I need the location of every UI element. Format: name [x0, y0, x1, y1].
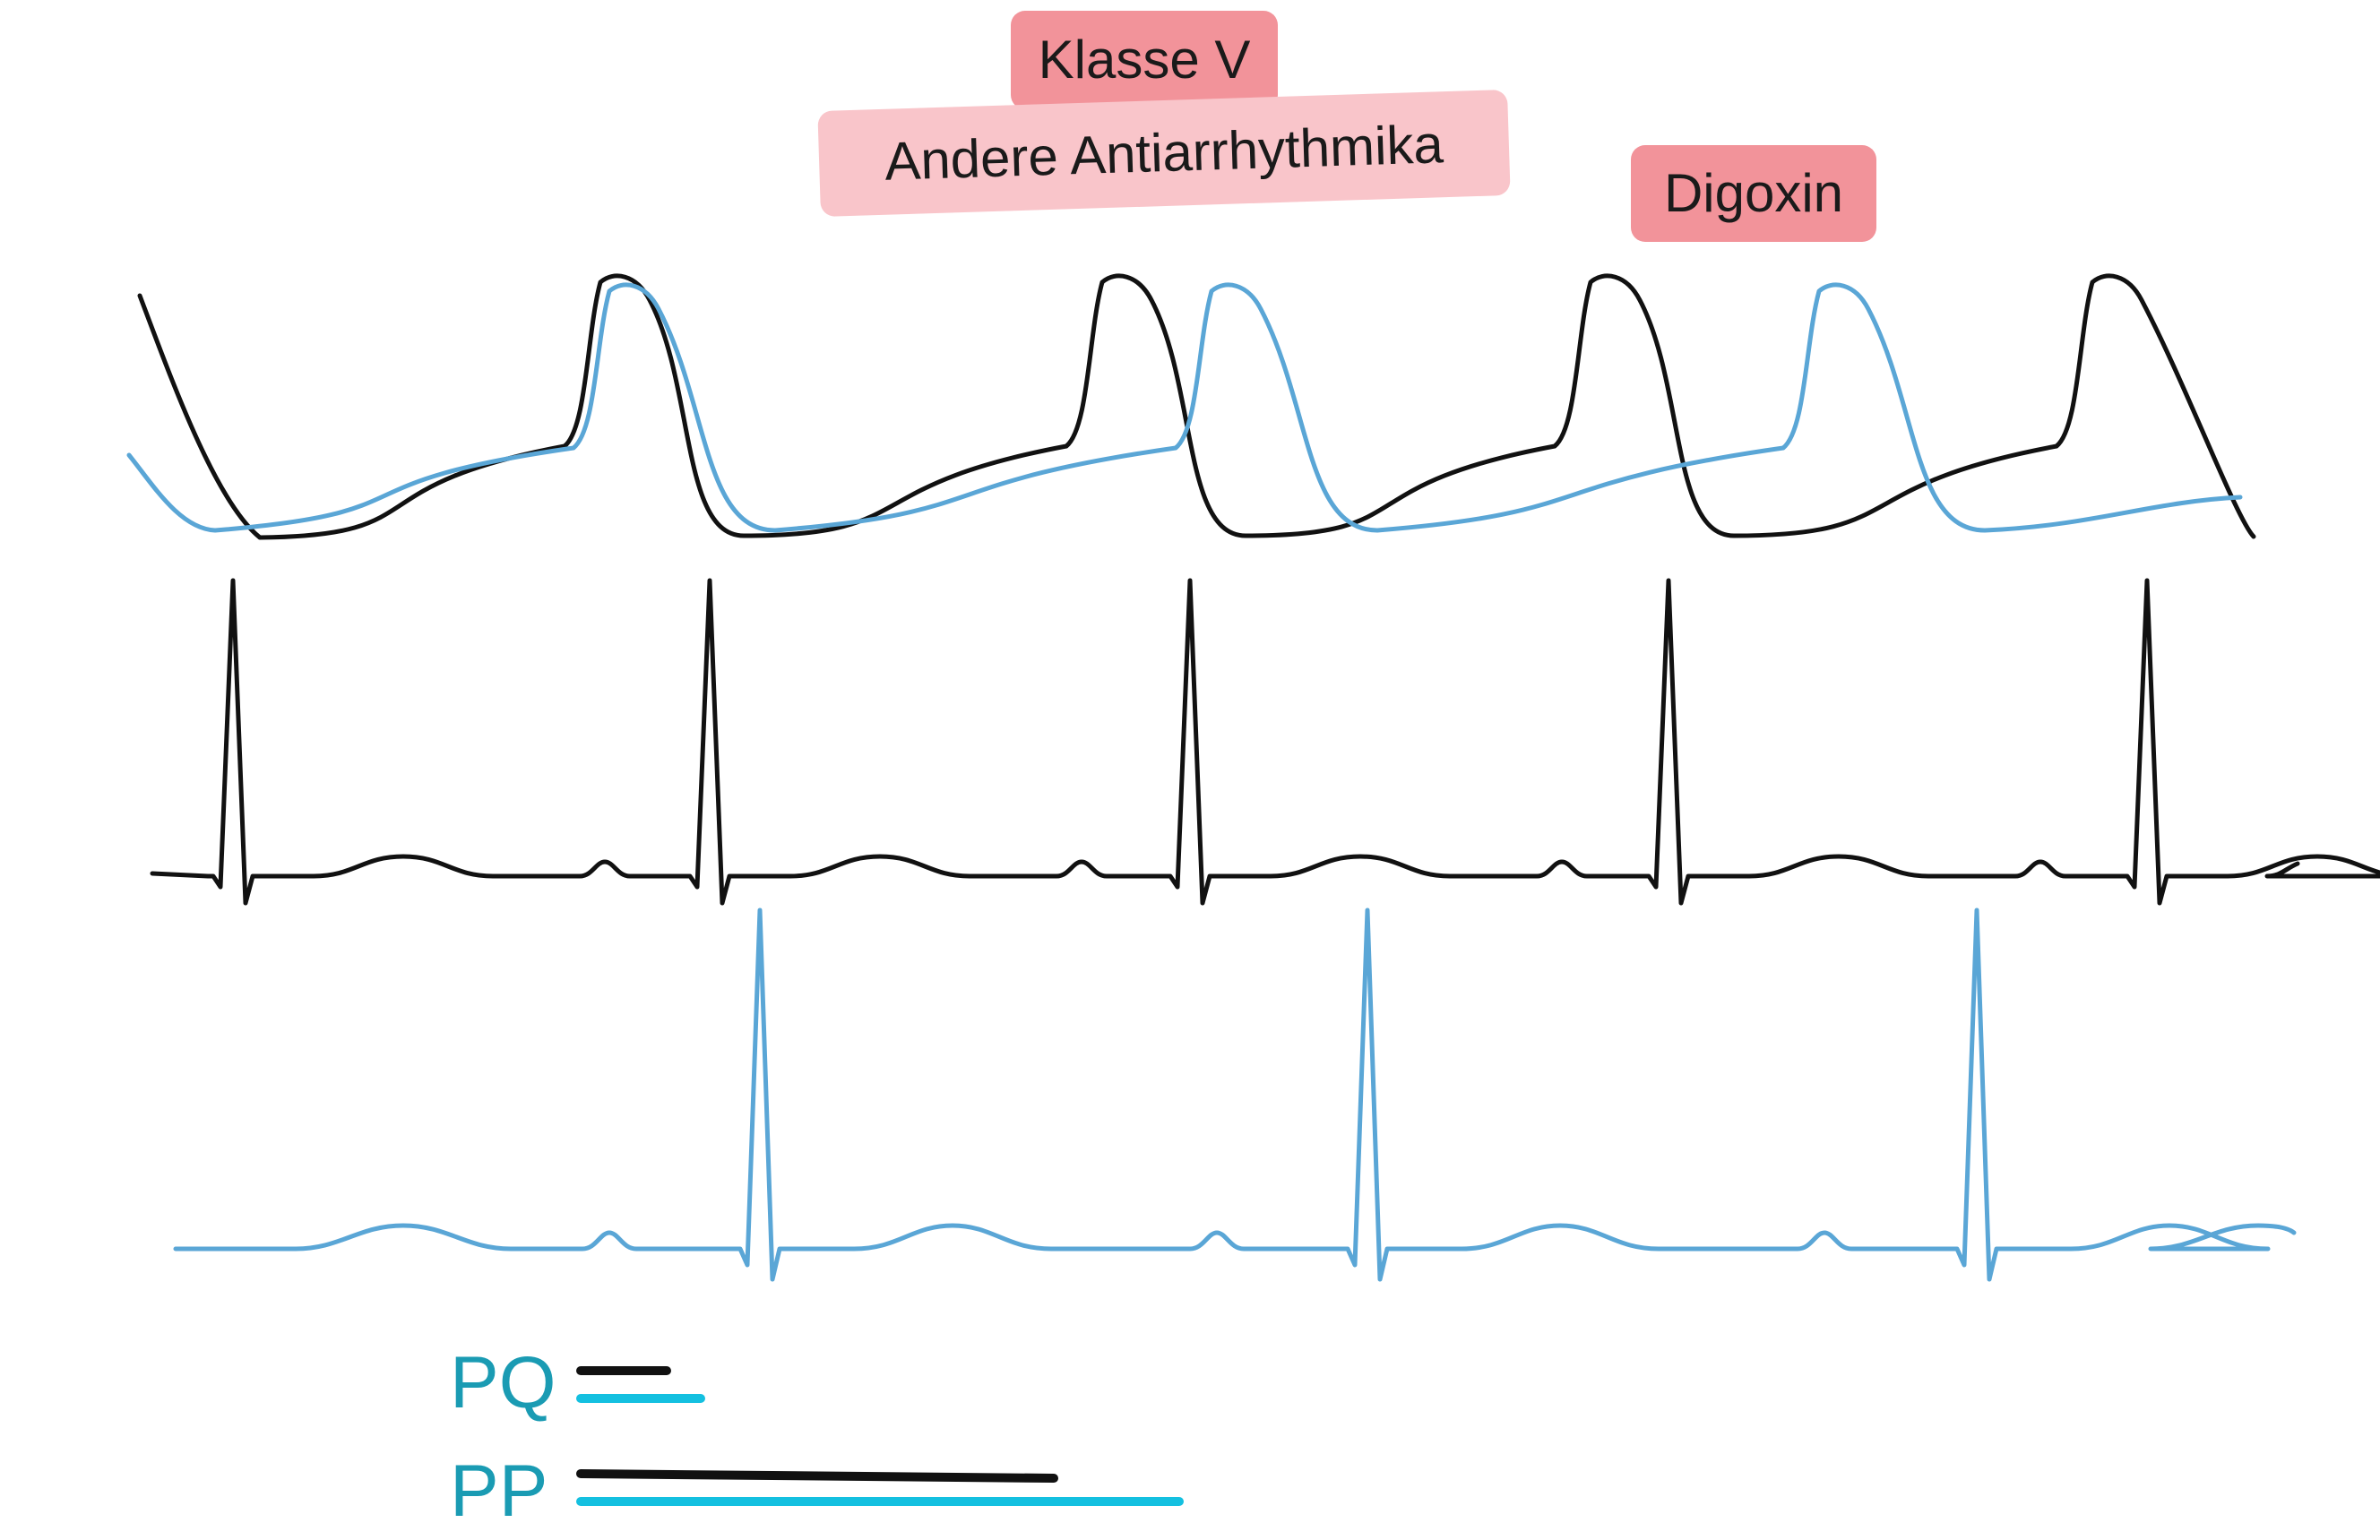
action-potential-slowed-trace	[126, 282, 2243, 533]
label-digoxin: Digoxin	[1631, 145, 1876, 242]
pp-interval-baseline-bar	[576, 1469, 1058, 1483]
ecg-slowed-trace	[173, 908, 2297, 1282]
legend-pq-label: PQ	[450, 1342, 556, 1424]
label-klasse-v: Klasse V	[1011, 11, 1278, 109]
action-potential-baseline-trace	[137, 273, 2256, 540]
ecg-baseline-trace	[150, 578, 2380, 906]
legend-pp-label: PP	[450, 1450, 548, 1532]
